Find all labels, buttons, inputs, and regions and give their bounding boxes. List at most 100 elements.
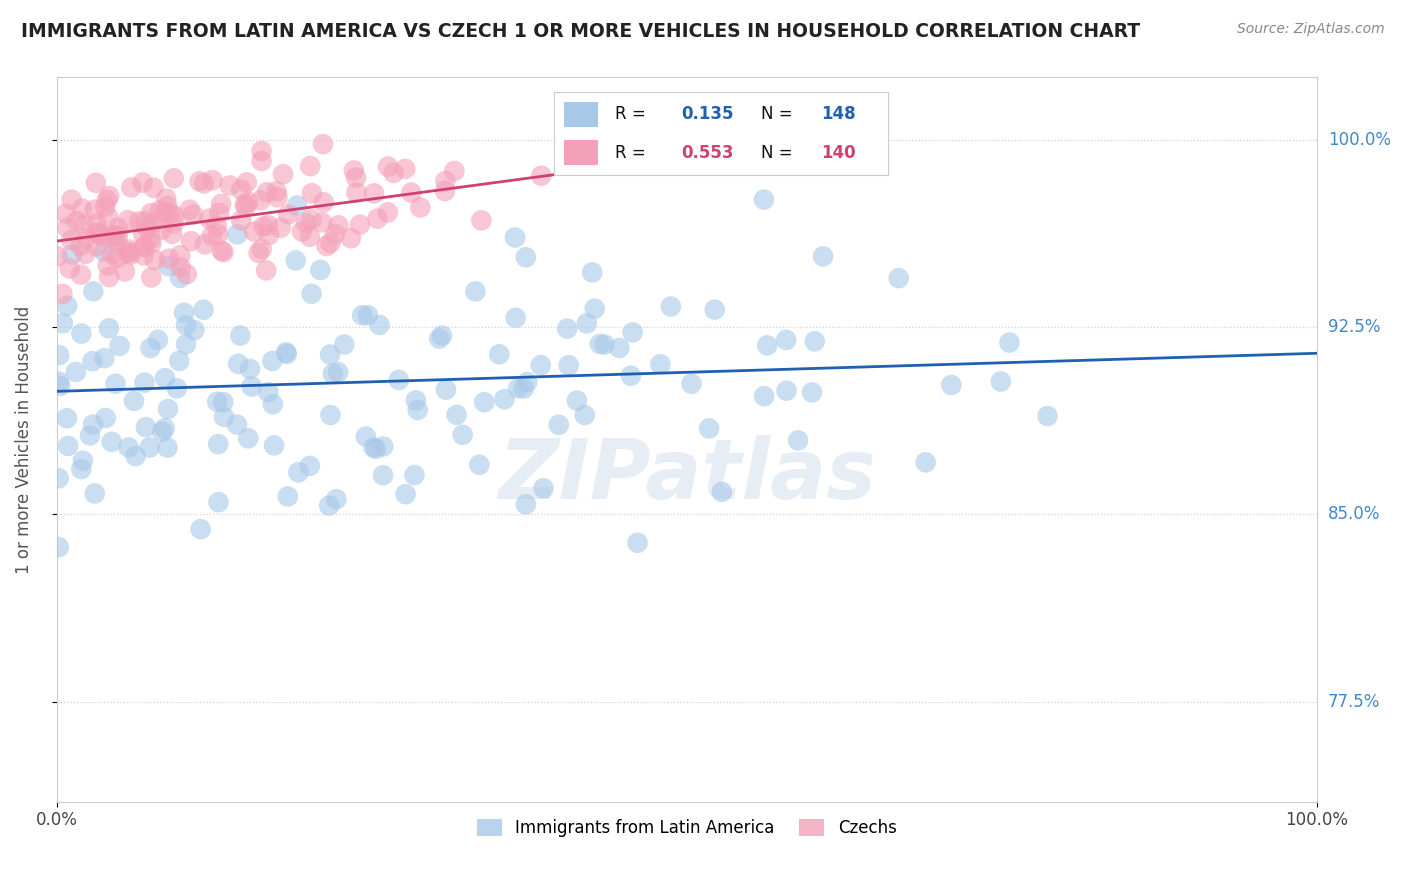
Point xyxy=(97,258,120,272)
Point xyxy=(990,375,1012,389)
Point xyxy=(941,378,963,392)
Point xyxy=(470,213,492,227)
Point xyxy=(240,379,263,393)
Point xyxy=(56,439,79,453)
Point xyxy=(103,229,125,244)
Point xyxy=(803,334,825,349)
Point xyxy=(357,308,380,322)
Point xyxy=(98,270,121,285)
Point xyxy=(139,341,162,355)
Point xyxy=(298,458,321,473)
Text: 77.5%: 77.5% xyxy=(1329,693,1381,711)
Point xyxy=(86,217,108,231)
Point xyxy=(169,248,191,262)
Point xyxy=(311,215,333,229)
Point xyxy=(174,337,197,351)
Point xyxy=(401,186,423,200)
Point xyxy=(349,218,371,232)
Point xyxy=(364,442,387,456)
Point xyxy=(512,382,534,396)
Point xyxy=(325,492,347,507)
Point xyxy=(207,495,229,509)
Point xyxy=(256,186,278,200)
Point xyxy=(132,227,155,242)
Point xyxy=(150,223,173,237)
Point xyxy=(887,271,910,285)
Point xyxy=(56,220,79,235)
Point xyxy=(173,306,195,320)
Point xyxy=(56,411,79,425)
Point xyxy=(115,245,138,260)
Point xyxy=(120,247,142,261)
Point xyxy=(319,408,342,422)
Point xyxy=(352,308,374,322)
Text: 85.0%: 85.0% xyxy=(1329,506,1381,524)
Point xyxy=(93,351,115,366)
Point xyxy=(193,302,215,317)
Point xyxy=(190,522,212,536)
Point xyxy=(226,227,249,242)
Point xyxy=(505,310,527,325)
Point xyxy=(103,228,125,243)
Text: 100.0%: 100.0% xyxy=(1329,131,1391,149)
Point xyxy=(153,421,176,435)
Point xyxy=(443,164,465,178)
Point xyxy=(607,341,630,355)
Point xyxy=(107,220,129,235)
Point xyxy=(262,354,284,368)
Point xyxy=(48,471,70,485)
Point xyxy=(141,270,163,285)
Point xyxy=(299,159,322,173)
Point xyxy=(194,237,217,252)
Point xyxy=(218,178,240,193)
Point xyxy=(368,318,391,332)
Point xyxy=(198,211,221,226)
Point xyxy=(226,357,249,371)
Point xyxy=(434,184,457,198)
Point xyxy=(179,202,201,217)
Point xyxy=(239,362,262,376)
Point xyxy=(117,213,139,227)
Point xyxy=(98,189,121,203)
Point xyxy=(557,358,579,372)
Point xyxy=(394,487,416,501)
Point xyxy=(149,203,172,218)
Point xyxy=(231,183,253,197)
Point xyxy=(427,332,450,346)
Point xyxy=(83,202,105,217)
Point xyxy=(318,499,340,513)
Point xyxy=(243,225,266,239)
Point xyxy=(328,219,350,233)
Point xyxy=(333,337,356,351)
Point xyxy=(105,235,128,250)
Point xyxy=(312,195,335,210)
Point xyxy=(266,184,288,198)
Point xyxy=(134,214,156,228)
Point xyxy=(710,484,733,499)
Point xyxy=(409,201,432,215)
Text: Source: ZipAtlas.com: Source: ZipAtlas.com xyxy=(1237,22,1385,37)
Point xyxy=(366,211,388,226)
Point xyxy=(66,214,89,228)
Point xyxy=(322,367,344,381)
Point xyxy=(60,193,83,207)
Point xyxy=(377,160,399,174)
Point xyxy=(60,248,83,262)
Point xyxy=(914,455,936,469)
Point xyxy=(250,144,273,158)
Point xyxy=(787,434,810,448)
Point xyxy=(150,425,173,439)
Point xyxy=(166,381,188,395)
Point xyxy=(238,431,260,445)
Point xyxy=(697,421,720,435)
Point xyxy=(86,226,108,240)
Point xyxy=(212,409,235,424)
Point xyxy=(257,218,280,232)
Point xyxy=(169,354,191,368)
Text: IMMIGRANTS FROM LATIN AMERICA VS CZECH 1 OR MORE VEHICLES IN HOUSEHOLD CORRELATI: IMMIGRANTS FROM LATIN AMERICA VS CZECH 1… xyxy=(21,22,1140,41)
Point xyxy=(620,368,643,383)
Text: ZIPatlas: ZIPatlas xyxy=(498,435,876,516)
Point xyxy=(226,417,249,432)
Point xyxy=(51,286,73,301)
Point xyxy=(181,208,204,222)
